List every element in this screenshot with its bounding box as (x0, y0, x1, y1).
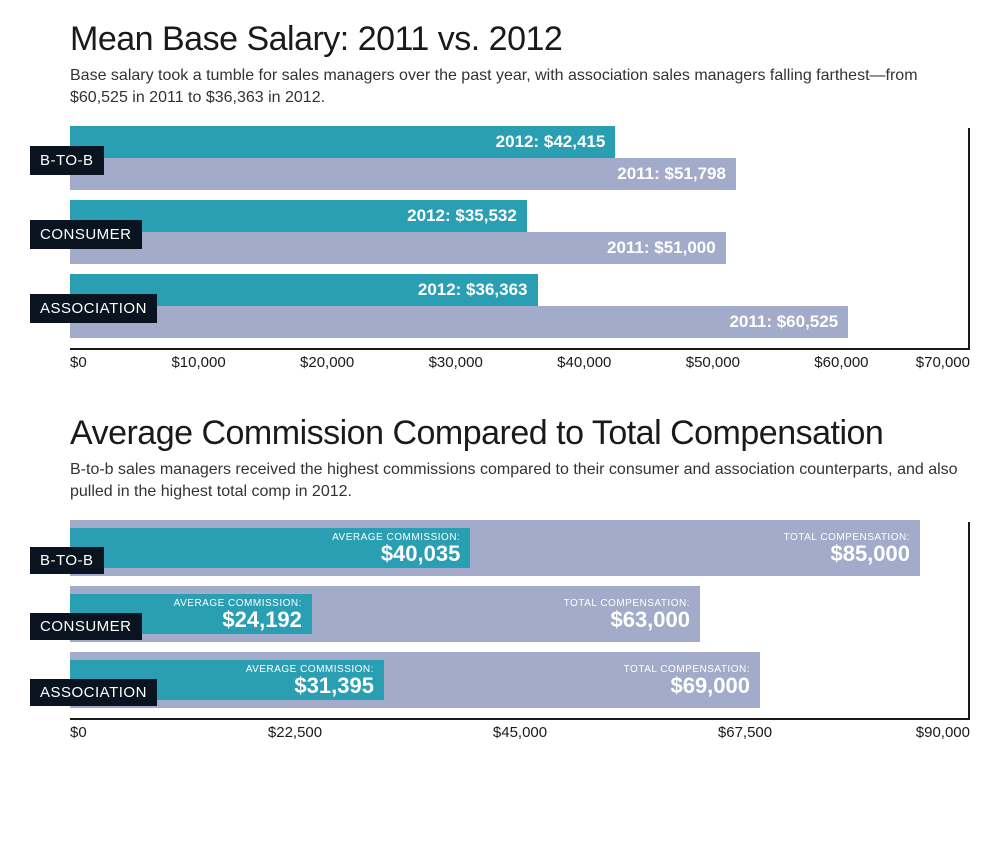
chart2-title: Average Commission Compared to Total Com… (70, 414, 970, 453)
bar-group: AVERAGE COMMISSION:$31,395TOTAL COMPENSA… (30, 652, 970, 708)
x-tick: $30,000 (429, 354, 483, 371)
category-label: ASSOCIATION (30, 679, 157, 706)
bar-group: CONSUMER 2012: $35,532 2011: $51,000 (30, 200, 970, 264)
bar-label: 2011: $51,000 (607, 238, 716, 258)
x-tick: $40,000 (557, 354, 611, 371)
bar-row: 2012: $42,415 (30, 126, 970, 158)
category-label: ASSOCIATION (30, 294, 157, 323)
chart2-subtitle: B-to-b sales managers received the highe… (70, 459, 970, 502)
x-tick: $0 (70, 354, 87, 371)
chart2-x-ticks: $0 $22,500 $45,000 $67,500 $90,000 (70, 720, 970, 744)
bar: 2011: $51,000 (70, 232, 726, 264)
chart1-x-ticks: $0 $10,000 $20,000 $30,000 $40,000 $50,000 $60… (70, 350, 970, 374)
bar-row: 2011: $51,000 (30, 232, 970, 264)
bar-group: ASSOCIATION 2012: $36,363 2011: $60,525 (30, 274, 970, 338)
chart2-plot: AVERAGE COMMISSION:$40,035TOTAL COMPENSA… (30, 520, 970, 744)
total-label-stack: TOTAL COMPENSATION:$63,000 (70, 586, 700, 642)
bar-label: 2011: $51,798 (617, 164, 726, 184)
bar-label: 2012: $36,363 (418, 280, 528, 300)
chart1-title: Mean Base Salary: 2011 vs. 2012 (70, 20, 970, 59)
salary-chart: Mean Base Salary: 2011 vs. 2012 Base sal… (30, 20, 970, 374)
x-tick: $90,000 (916, 724, 970, 741)
bar-row: 2012: $36,363 (30, 274, 970, 306)
chart1-plot: B-TO-B 2012: $42,415 2011: $51,798 CONSUMER… (30, 126, 970, 374)
bar-row: 2011: $60,525 (30, 306, 970, 338)
category-label: CONSUMER (30, 613, 142, 640)
total-label-stack: TOTAL COMPENSATION:$69,000 (70, 652, 760, 708)
x-tick: $50,000 (686, 354, 740, 371)
bar-row: 2012: $35,532 (30, 200, 970, 232)
x-tick: $45,000 (493, 724, 547, 741)
total-label-stack: TOTAL COMPENSATION:$85,000 (70, 520, 920, 576)
bar-label: 2012: $42,415 (496, 132, 606, 152)
bar: 2011: $60,525 (70, 306, 848, 338)
chart1-subtitle: Base salary took a tumble for sales mana… (70, 65, 970, 108)
bar-group: AVERAGE COMMISSION:$40,035TOTAL COMPENSA… (30, 520, 970, 576)
bar-row: 2011: $51,798 (30, 158, 970, 190)
x-tick: $67,500 (718, 724, 772, 741)
bar-group: AVERAGE COMMISSION:$24,192TOTAL COMPENSA… (30, 586, 970, 642)
total-value: $63,000 (610, 609, 690, 631)
bar: 2011: $51,798 (70, 158, 736, 190)
bar-label: 2012: $35,532 (407, 206, 517, 226)
x-tick: $22,500 (268, 724, 322, 741)
x-tick: $70,000 (916, 354, 970, 371)
category-label: CONSUMER (30, 220, 142, 249)
x-tick: $60,000 (814, 354, 868, 371)
category-label: B-TO-B (30, 547, 104, 574)
bar-label: 2011: $60,525 (729, 312, 838, 332)
bar-group: B-TO-B 2012: $42,415 2011: $51,798 (30, 126, 970, 190)
bar: 2012: $42,415 (70, 126, 615, 158)
total-value: $69,000 (670, 675, 750, 697)
category-label: B-TO-B (30, 146, 104, 175)
x-tick: $20,000 (300, 354, 354, 371)
total-value: $85,000 (830, 543, 910, 565)
x-tick: $0 (70, 724, 87, 741)
x-tick: $10,000 (171, 354, 225, 371)
commission-chart: Average Commission Compared to Total Com… (30, 414, 970, 744)
